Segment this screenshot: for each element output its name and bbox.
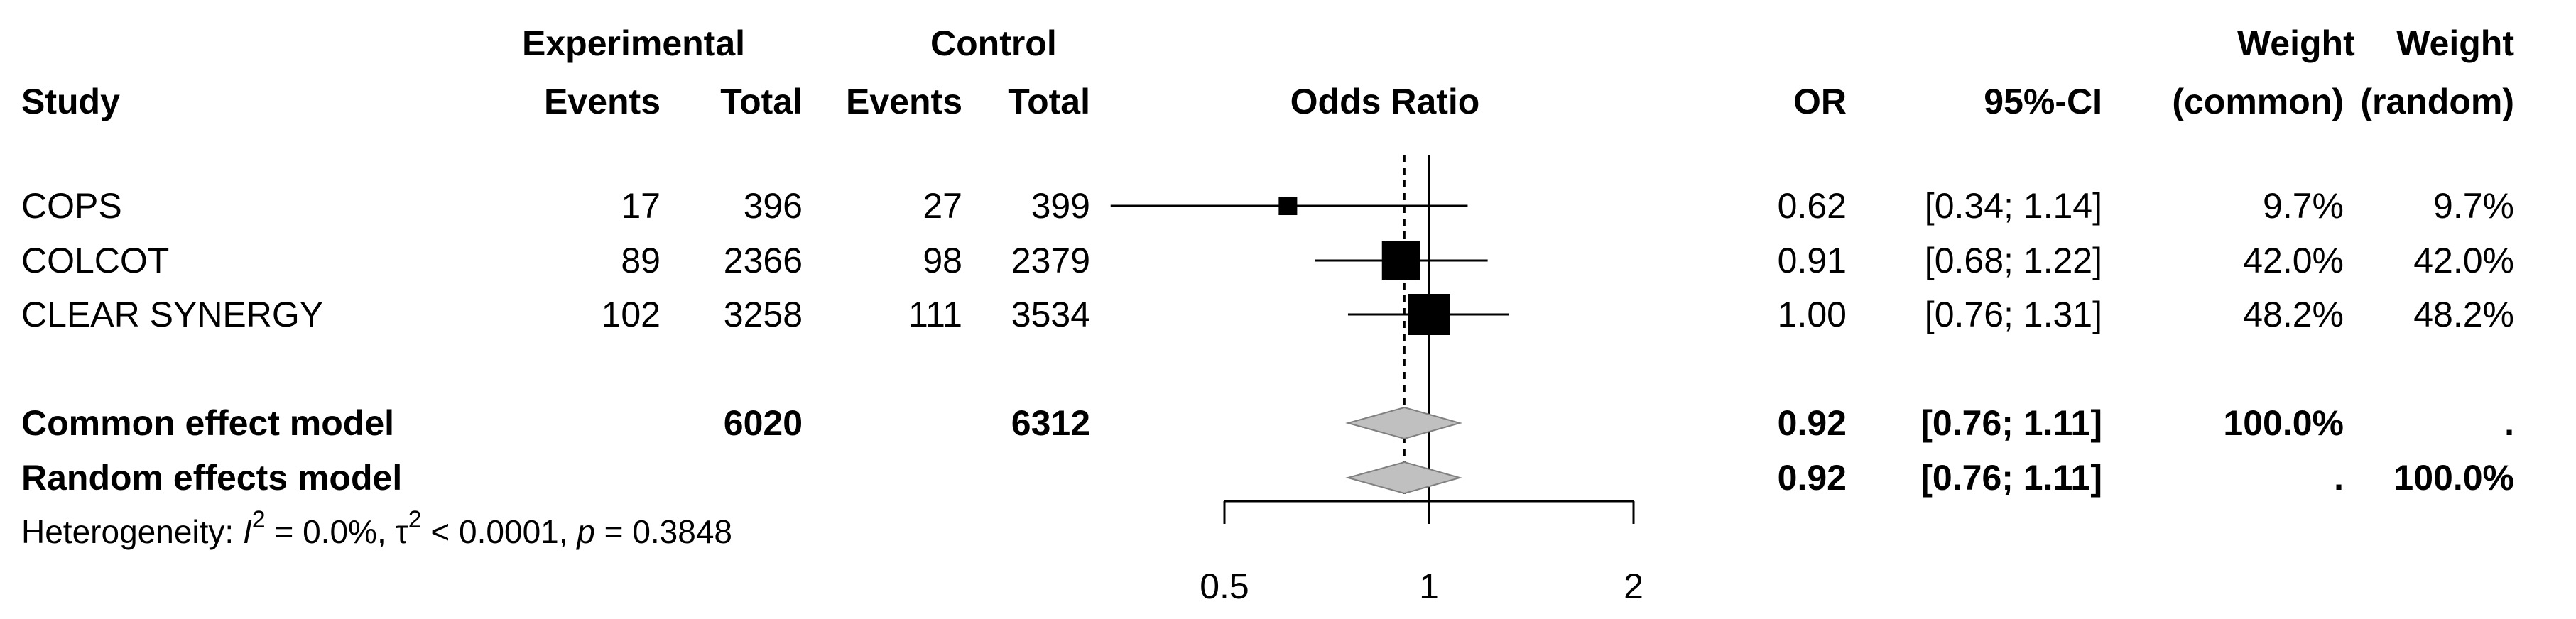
weight-common: 100.0% xyxy=(2223,403,2344,443)
ctl-events: 111 xyxy=(908,295,962,334)
p-symbol: p xyxy=(577,513,595,550)
header-ci: 95%-CI xyxy=(1984,82,2102,121)
study-name: COPS xyxy=(21,186,122,226)
or-value: 0.92 xyxy=(1777,458,1847,498)
header-common: (common) xyxy=(2172,82,2344,121)
header-study: Study xyxy=(21,82,120,121)
header-weight-random: Weight xyxy=(2396,23,2514,63)
tau-symbol: τ xyxy=(395,513,408,550)
ci-value: [0.76; 1.11] xyxy=(1920,403,2102,443)
weight-random: 42.0% xyxy=(2413,241,2514,280)
header-exp-events: Events xyxy=(544,82,661,121)
ci-value: [0.76; 1.31] xyxy=(1924,295,2102,334)
x-tick-label: 1 xyxy=(1419,566,1439,606)
heterogeneity-prefix: Heterogeneity: xyxy=(21,513,243,550)
header-weight-common: Weight xyxy=(2237,23,2355,63)
header-control: Control xyxy=(930,23,1057,63)
ctl-events: 98 xyxy=(923,241,962,280)
or-value: 0.92 xyxy=(1777,403,1847,443)
pooled-diamond xyxy=(1345,406,1463,440)
weight-random: . xyxy=(2504,403,2514,443)
weight-random: 100.0% xyxy=(2393,458,2514,498)
model-name: Random effects model xyxy=(21,458,403,498)
or-value: 0.91 xyxy=(1777,241,1847,280)
weight-common: 42.0% xyxy=(2243,241,2344,280)
exp-total: 6020 xyxy=(723,403,803,443)
header-exp-total: Total xyxy=(720,82,803,121)
header-or: OR xyxy=(1793,82,1847,121)
i2-superscript: 2 xyxy=(251,506,266,533)
weight-common: 9.7% xyxy=(2263,186,2344,226)
ci-value: [0.76; 1.11] xyxy=(1920,458,2102,498)
ci-value: [0.34; 1.14] xyxy=(1924,186,2102,226)
header-odds-ratio: Odds Ratio xyxy=(1290,82,1480,121)
study-name: COLCOT xyxy=(21,241,170,280)
i2-value: = 0.0%, xyxy=(265,513,396,550)
header-experimental: Experimental xyxy=(522,23,746,63)
weight-random: 48.2% xyxy=(2413,295,2514,334)
ci-value: [0.68; 1.22] xyxy=(1924,241,2102,280)
heterogeneity-text: Heterogeneity: I2 = 0.0%, τ2 < 0.0001, p… xyxy=(21,508,733,553)
or-value: 1.00 xyxy=(1777,295,1847,334)
or-value: 0.62 xyxy=(1777,186,1847,226)
study-name: CLEAR SYNERGY xyxy=(21,295,324,334)
exp-total: 2366 xyxy=(723,241,803,280)
model-name: Common effect model xyxy=(21,403,395,443)
exp-total: 3258 xyxy=(723,295,803,334)
weight-common: . xyxy=(2334,458,2344,498)
ctl-events: 27 xyxy=(923,186,962,226)
tau2-superscript: 2 xyxy=(408,506,422,533)
tau2-value: < 0.0001, xyxy=(421,513,577,550)
x-tick-label: 2 xyxy=(1624,566,1643,606)
header-ctl-total: Total xyxy=(1008,82,1090,121)
p-value: = 0.3848 xyxy=(594,513,733,550)
exp-events: 17 xyxy=(621,186,661,226)
ctl-total: 399 xyxy=(1031,186,1090,226)
pooled-diamond xyxy=(1345,461,1463,495)
ctl-total: 2379 xyxy=(1011,241,1090,280)
study-box xyxy=(1381,241,1420,280)
exp-events: 102 xyxy=(601,295,661,334)
i-symbol: I xyxy=(242,513,252,550)
study-box xyxy=(1278,196,1298,216)
exp-total: 396 xyxy=(743,186,803,226)
ctl-total: 3534 xyxy=(1011,295,1090,334)
x-tick-label: 0.5 xyxy=(1200,566,1249,606)
header-ctl-events: Events xyxy=(846,82,962,121)
weight-common: 48.2% xyxy=(2243,295,2344,334)
ctl-total: 6312 xyxy=(1011,403,1090,443)
study-box xyxy=(1408,294,1450,335)
weight-random: 9.7% xyxy=(2433,186,2514,226)
exp-events: 89 xyxy=(621,241,661,280)
header-random: (random) xyxy=(2360,82,2514,121)
